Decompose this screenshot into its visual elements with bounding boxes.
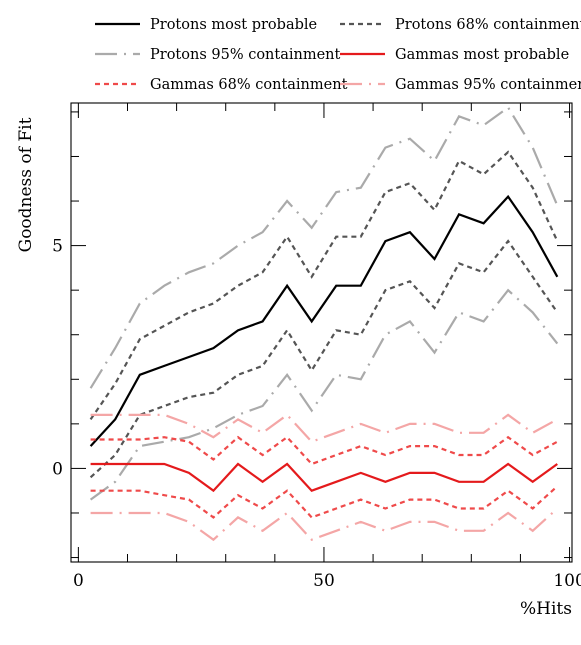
legend-item: Protons most probable (95, 17, 317, 33)
series-line-8 (90, 413, 558, 443)
x-axis-title: %Hits (520, 599, 572, 619)
series-line-7 (90, 485, 559, 519)
series-line-0 (89, 194, 559, 447)
series-line-6 (90, 435, 558, 466)
y-axis-title: Goodness of Fit (16, 117, 36, 252)
tick-labels: 0 50 100 0 5 (52, 237, 581, 591)
series-line-9 (90, 507, 559, 542)
legend-label: Gammas most probable (395, 47, 569, 63)
legend-item: Protons 95% containment (95, 47, 341, 63)
series-line-2 (89, 239, 559, 479)
legend: Protons most probable Protons 68% contain… (95, 17, 581, 93)
legend-item: Gammas most probable (340, 47, 569, 63)
plot-frame (70, 102, 573, 563)
legend-label: Protons 68% containment (395, 17, 581, 33)
series-line-5 (90, 462, 558, 493)
x-tick-label: 100 (553, 571, 581, 591)
legend-label: Protons 95% containment (150, 47, 341, 63)
series-lines (89, 105, 559, 542)
legend-item: Protons 68% containment (340, 17, 581, 33)
x-tick-label: 50 (313, 571, 335, 591)
series-line-4 (89, 288, 559, 501)
series-line-1 (89, 150, 559, 421)
legend-item: Gammas 95% containment (340, 77, 581, 93)
series-line-3 (89, 105, 559, 389)
y-tick-label: 0 (52, 459, 63, 479)
axis-ticks (71, 103, 572, 562)
legend-label: Gammas 95% containment (395, 77, 581, 93)
y-tick-label: 5 (52, 237, 63, 257)
x-tick-label: 0 (73, 571, 84, 591)
legend-item: Gammas 68% containment (95, 77, 348, 93)
legend-label: Gammas 68% containment (150, 77, 348, 93)
legend-label: Protons most probable (150, 17, 317, 33)
